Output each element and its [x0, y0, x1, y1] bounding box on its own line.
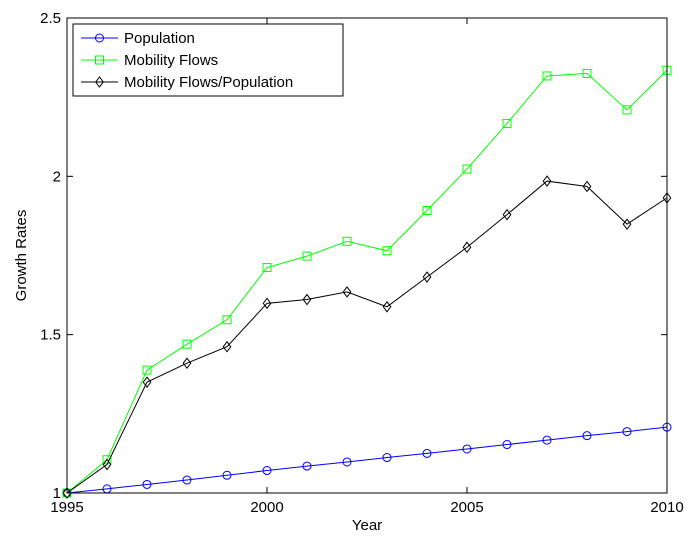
legend-marker [95, 33, 104, 43]
data-point [462, 241, 472, 254]
y-axis-label: Growth Rates [13, 210, 30, 302]
y-tick-label: 1 [53, 485, 61, 502]
data-point [102, 458, 112, 471]
series-line [66, 69, 668, 494]
plot-marks [62, 65, 672, 499]
data-point [542, 175, 552, 187]
x-tick-label: 1995 [50, 499, 83, 516]
data-point [342, 457, 352, 467]
x-tick-label: 2010 [650, 499, 683, 516]
y-tick-label: 1.5 [40, 327, 61, 344]
data-point [582, 180, 592, 193]
data-point [502, 118, 512, 128]
plot-frame [66, 17, 668, 494]
x-axis-label: Year [352, 517, 382, 534]
data-point [302, 461, 312, 471]
data-point [182, 475, 192, 485]
data-point [382, 246, 392, 256]
data-point [62, 487, 72, 499]
data-point [422, 206, 432, 216]
legend-label: Mobility Flows [124, 52, 218, 69]
series-mobility-flows-population [62, 175, 672, 499]
legend-entry: Mobility Flows/Population [81, 74, 293, 91]
legend-marker [95, 76, 104, 88]
data-point [422, 271, 432, 283]
data-point [142, 365, 152, 375]
data-point [542, 435, 552, 445]
data-point [342, 236, 352, 246]
data-point [542, 71, 552, 81]
data-point [382, 300, 392, 313]
data-point [142, 479, 152, 489]
data-point [462, 444, 472, 454]
data-point [502, 208, 512, 221]
data-point [302, 251, 312, 261]
legend-entry: Population [81, 30, 195, 47]
series-line [66, 426, 668, 494]
series-line [66, 180, 668, 494]
data-point [262, 466, 272, 476]
data-point [622, 218, 632, 230]
x-tick-label: 2000 [250, 499, 283, 516]
legend-label: Mobility Flows/Population [124, 74, 293, 91]
legend-marker [95, 55, 104, 65]
data-point [142, 376, 152, 388]
legend-label: Population [124, 30, 195, 47]
data-point [582, 431, 592, 441]
data-point [382, 453, 392, 463]
data-point [222, 315, 232, 325]
data-point [462, 164, 472, 174]
data-point [422, 448, 432, 458]
legend: Population Mobility Flows Mobility Flows/P… [72, 23, 344, 97]
data-point [182, 339, 192, 349]
data-point [262, 263, 272, 273]
data-point [502, 440, 512, 450]
legend-entry: Mobility Flows [81, 52, 218, 69]
data-point [182, 357, 192, 369]
data-point [582, 68, 592, 78]
data-point [222, 470, 232, 480]
y-tick-label: 2.5 [40, 10, 61, 27]
series-mobility-flows [62, 65, 672, 498]
data-point [262, 297, 272, 310]
x-tick-label: 2005 [450, 499, 483, 516]
data-point [622, 105, 632, 115]
data-point [622, 427, 632, 437]
series-population [62, 422, 672, 498]
y-tick-label: 2 [53, 168, 61, 185]
axes: 1995 2000 2005 2010 1 1.5 2 2.5 Year Growth Rates [13, 10, 684, 534]
data-point [342, 286, 352, 298]
data-point [302, 293, 312, 306]
data-point [222, 340, 232, 353]
